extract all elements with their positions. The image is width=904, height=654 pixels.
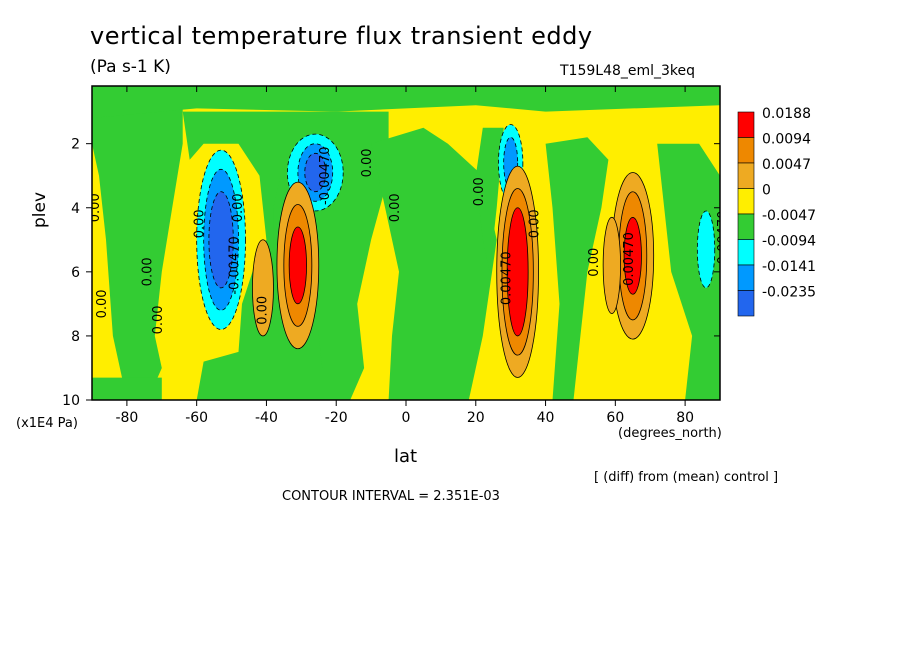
core-1-level-2	[304, 152, 327, 193]
core-8-level-0	[252, 239, 274, 337]
y-tick-label: 2	[71, 137, 80, 153]
colorbar-label: 0	[762, 183, 771, 199]
colorbar-label: 0.0047	[762, 157, 811, 173]
colorbar-label: -0.0047	[762, 208, 816, 224]
colorbar-swatch	[737, 188, 755, 215]
colorbar-label: -0.0094	[762, 234, 816, 250]
contour-label: 0.00	[95, 289, 110, 318]
negative-region-4	[92, 86, 720, 118]
x-tick-label: -60	[185, 410, 208, 426]
contour-interval-label: CONTOUR INTERVAL = 2.351E-03	[282, 489, 500, 504]
y-axis-label: plev	[30, 191, 50, 228]
x-tick-label: 0	[402, 410, 411, 426]
units-label: (Pa s-1 K)	[90, 57, 171, 77]
contour-label: -0.00470	[318, 146, 333, 204]
contour-label: 0.00	[88, 193, 103, 222]
contour-label: 0.00	[255, 296, 270, 325]
contour-label: 0.00	[388, 193, 403, 222]
x-tick-label: 60	[606, 410, 624, 426]
negative-region-5	[475, 127, 504, 272]
colorbar-swatch	[737, 264, 755, 291]
chart-title: vertical temperature flux transient eddy	[90, 22, 593, 50]
contour-label: 0.00	[193, 209, 208, 238]
x-tick-label: 20	[467, 410, 485, 426]
y-tick-label: 4	[71, 201, 80, 217]
y-tick-label: 8	[71, 329, 80, 345]
negative-region-6	[545, 137, 609, 400]
contour-label: 0.00	[472, 177, 487, 206]
colorbar-swatch	[737, 290, 755, 317]
contour-label: 0.00	[360, 148, 375, 177]
colorbar-swatch	[737, 111, 755, 138]
contour-label: 0.00	[528, 209, 543, 238]
contour-labels: 0.00 0.00 0.00 0.00 0.00 0.00 0.00 0.00 0.00 0.00…	[88, 146, 731, 334]
colorbar-label: 0.0188	[762, 106, 811, 122]
core-0-level-2	[208, 191, 234, 289]
core-4-level-2	[506, 207, 529, 337]
contour-label: 0.00	[231, 193, 246, 222]
negative-region-0	[92, 86, 183, 400]
y-axis-unit: (x1E4 Pa)	[16, 416, 78, 431]
negative-region-3	[371, 127, 497, 400]
x-tick-label: 40	[537, 410, 555, 426]
heatmap-field	[92, 86, 720, 400]
contour-label: 0.00470	[622, 232, 637, 286]
contour-label: 0.00	[587, 248, 602, 277]
colorbar-swatch	[737, 137, 755, 164]
core-6-level-0	[696, 210, 716, 289]
x-axis-label: lat	[394, 446, 418, 467]
x-axis: -80 -60 -40 -20 0 20 40 60 80	[115, 86, 694, 426]
diff-note: [ (diff) from (mean) control ]	[594, 470, 779, 485]
y-tick-label: 6	[71, 265, 80, 281]
y-tick-label: 10	[62, 393, 80, 409]
core-5-level-2	[623, 217, 642, 295]
colorbar-swatch	[737, 162, 755, 189]
y-axis: 2 4 6 8 10	[62, 137, 720, 409]
x-tick-label: 80	[676, 410, 694, 426]
x-tick-label: -20	[325, 410, 348, 426]
colorbar: 0.0188 0.0094 0.0047 0 -0.0047 -0.0094 -0.0141…	[737, 106, 816, 317]
negative-region-7	[657, 143, 720, 400]
core-7-level-0	[602, 216, 621, 314]
contour-label: -0.00470	[228, 236, 243, 294]
colorbar-swatch	[737, 213, 755, 240]
x-tick-label: -40	[255, 410, 278, 426]
colorbar-swatch	[737, 239, 755, 266]
contour-label: 0.00	[140, 257, 155, 286]
core-2-level-2	[288, 226, 307, 305]
colorbar-label: -0.0235	[762, 285, 816, 301]
x-tick-label: -80	[115, 410, 138, 426]
contour-label: -0.00470	[716, 211, 731, 269]
contour-label: 0.00	[151, 305, 166, 334]
x-axis-unit: (degrees_north)	[618, 426, 722, 441]
run-name-label: T159L48_eml_3keq	[560, 63, 696, 79]
negative-region-8	[92, 377, 162, 400]
colorbar-label: 0.0094	[762, 132, 811, 148]
contour-label: 0.00470	[500, 251, 515, 305]
colorbar-label: -0.0141	[762, 259, 816, 275]
